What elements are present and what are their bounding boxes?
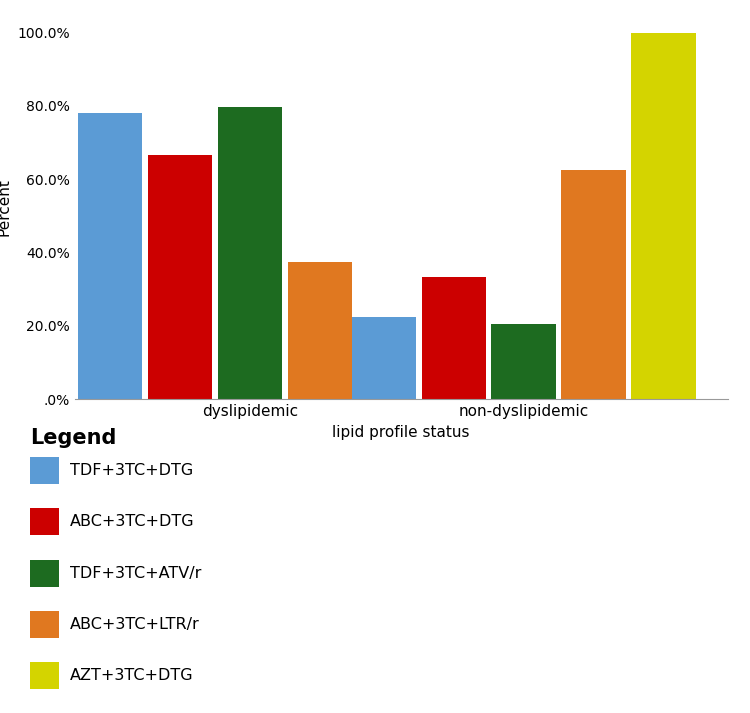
X-axis label: lipid profile status: lipid profile status <box>332 425 470 440</box>
Text: TDF+3TC+ATV/r: TDF+3TC+ATV/r <box>70 565 201 581</box>
Text: ABC+3TC+DTG: ABC+3TC+DTG <box>70 514 194 530</box>
Text: Legend: Legend <box>30 428 116 448</box>
Text: TDF+3TC+DTG: TDF+3TC+DTG <box>70 463 193 478</box>
Bar <box>561 170 626 399</box>
Bar <box>287 262 352 399</box>
Bar <box>148 155 212 399</box>
Bar <box>632 33 695 399</box>
Bar <box>352 317 416 399</box>
Bar <box>491 324 556 399</box>
Text: ABC+3TC+LTR/r: ABC+3TC+LTR/r <box>70 617 200 632</box>
Y-axis label: Percent: Percent <box>0 178 12 236</box>
Bar <box>422 277 486 399</box>
Bar <box>78 113 142 399</box>
Text: AZT+3TC+DTG: AZT+3TC+DTG <box>70 668 194 684</box>
Bar <box>217 108 282 399</box>
